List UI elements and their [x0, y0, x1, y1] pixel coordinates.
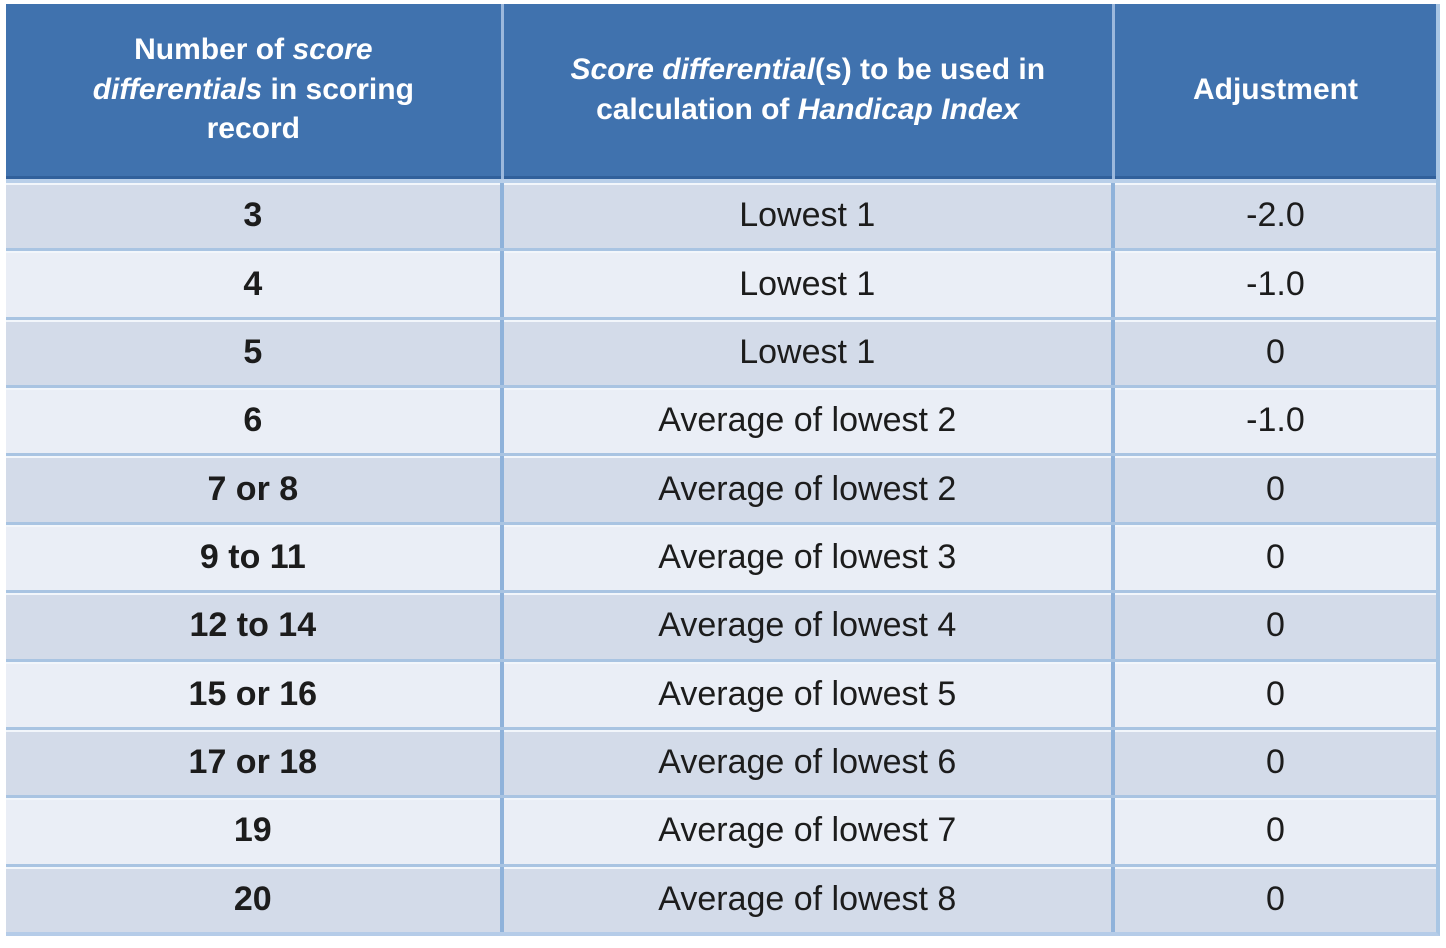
column-header-label: Number of score differentials in scoring…: [92, 33, 414, 146]
cell-differentials-count: 3: [6, 183, 504, 249]
cell-differentials-count: 20: [6, 866, 504, 932]
table-body: 3 Lowest 1 -2.0 4 Lowest 1 -1.0 5 Lowest 1 0 6 Ave…: [6, 179, 1436, 932]
cell-differentials-used: Average of lowest 6: [504, 729, 1115, 796]
column-header-differentials-used: Score differential(s) to be used in calc…: [504, 4, 1115, 179]
cell-differentials-count: 6: [6, 388, 504, 454]
cell-differentials-count: 9 to 11: [6, 524, 504, 591]
cell-adjustment: 0: [1265, 537, 1285, 576]
cell-adjustment: -1.0: [1246, 264, 1305, 303]
cell-adjustment: 0: [1265, 879, 1285, 918]
cell-adjustment: 0: [1265, 332, 1285, 371]
cell-differentials-count: 4: [6, 251, 504, 317]
table-row: 12 to 14 Average of lowest 4 0: [6, 590, 1436, 659]
cell-differentials-used: Average of lowest 7: [504, 798, 1115, 864]
cell-differentials-used: Average of lowest 4: [504, 593, 1115, 659]
cell-adjustment: -2.0: [1246, 196, 1305, 235]
cell-differentials-used: Lowest 1: [504, 183, 1115, 249]
cell-differentials-used: Average of lowest 8: [504, 866, 1115, 932]
cell-differentials-used: Average of lowest 5: [504, 661, 1115, 727]
cell-differentials-count: 17 or 18: [6, 729, 504, 796]
cell-differentials-count: 15 or 16: [6, 661, 504, 727]
cell-differentials-used: Average of lowest 3: [504, 524, 1115, 591]
table-row: 17 or 18 Average of lowest 6 0: [6, 726, 1436, 796]
table-row: 4 Lowest 1 -1.0: [6, 248, 1436, 317]
table-row: 9 to 11 Average of lowest 3 0: [6, 521, 1436, 591]
cell-differentials-count: 19: [6, 798, 504, 864]
cell-adjustment: 0: [1265, 674, 1285, 713]
table-row: 7 or 8 Average of lowest 2 0: [6, 453, 1436, 522]
cell-adjustment: 0: [1265, 606, 1285, 645]
cell-differentials-used: Average of lowest 2: [504, 388, 1115, 454]
cell-adjustment: 0: [1265, 743, 1285, 782]
table-row: 19 Average of lowest 7 0: [6, 795, 1436, 864]
table-row: 6 Average of lowest 2 -1.0: [6, 385, 1436, 454]
handicap-adjustment-table: Number of score differentials in scoring…: [6, 4, 1440, 936]
column-header-score-differentials-count: Number of score differentials in scoring…: [6, 4, 504, 179]
table-row: 5 Lowest 1 0: [6, 316, 1436, 386]
cell-differentials-used: Lowest 1: [504, 319, 1115, 386]
table-header-row: Number of score differentials in scoring…: [6, 4, 1436, 179]
cell-differentials-used: Average of lowest 2: [504, 456, 1115, 522]
table-row: 15 or 16 Average of lowest 5 0: [6, 658, 1436, 727]
cell-differentials-count: 12 to 14: [6, 593, 504, 659]
column-header-adjustment: Adjustment: [1115, 4, 1436, 179]
cell-differentials-count: 5: [6, 319, 504, 386]
cell-differentials-used: Lowest 1: [504, 251, 1115, 317]
cell-adjustment: -1.0: [1246, 401, 1305, 440]
column-header-label: Adjustment: [1192, 72, 1358, 106]
cell-adjustment: 0: [1265, 469, 1285, 508]
table-row: 3 Lowest 1 -2.0: [6, 179, 1436, 249]
cell-differentials-count: 7 or 8: [6, 456, 504, 522]
cell-adjustment: 0: [1265, 811, 1285, 850]
column-header-label: Score differential(s) to be used in calc…: [570, 52, 1046, 126]
table-row: 20 Average of lowest 8 0: [6, 863, 1436, 932]
